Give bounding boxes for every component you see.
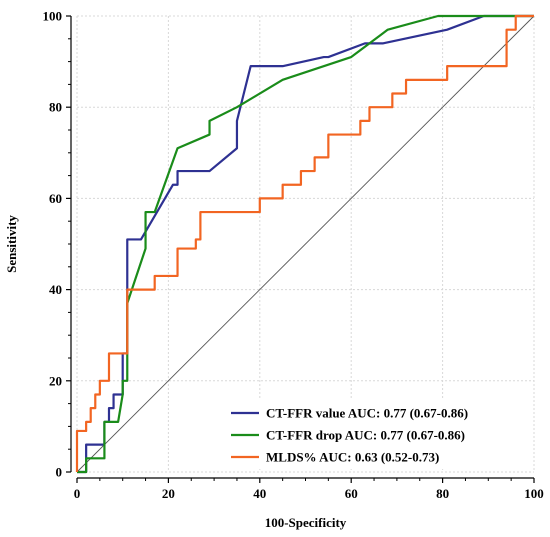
- series-lines: [75, 14, 534, 474]
- y-tick-label: 80: [49, 100, 62, 115]
- diagonal-reference-line: [76, 15, 535, 473]
- y-tick-label: 100: [43, 9, 63, 24]
- grid-lines: [76, 15, 535, 473]
- axes: [66, 15, 535, 483]
- x-tick-label: 80: [436, 486, 449, 501]
- y-tick-label: 40: [49, 282, 62, 297]
- series-line-2: [77, 14, 534, 474]
- y-axis-title: Sensitivity: [4, 215, 19, 273]
- y-tick-label: 0: [56, 465, 63, 480]
- x-tick-label: 40: [253, 486, 266, 501]
- x-tick-label: 0: [74, 486, 81, 501]
- x-tick-label: 60: [345, 486, 358, 501]
- legend-box: [226, 399, 526, 469]
- tick-labels: 0 20 40 60 80 100 0 20 40 60 80 100: [43, 9, 544, 502]
- y-tick-label: 20: [49, 373, 62, 388]
- x-tick-label: 100: [524, 486, 544, 501]
- legend-label-1: CT-FFR value AUC: 0.77 (0.67-0.86): [266, 406, 468, 421]
- reference-line: [76, 15, 535, 473]
- y-tick-label: 60: [49, 191, 62, 206]
- legend-label-2: CT-FFR drop AUC: 0.77 (0.67-0.86): [266, 428, 465, 443]
- x-tick-label: 20: [162, 486, 175, 501]
- legend-label-3: MLDS% AUC: 0.63 (0.52-0.73): [266, 450, 439, 465]
- x-axis-title: 100-Specificity: [265, 515, 347, 530]
- legend: CT-FFR value AUC: 0.77 (0.67-0.86) CT-FFR…: [226, 399, 526, 469]
- series-line-3: [75, 14, 534, 472]
